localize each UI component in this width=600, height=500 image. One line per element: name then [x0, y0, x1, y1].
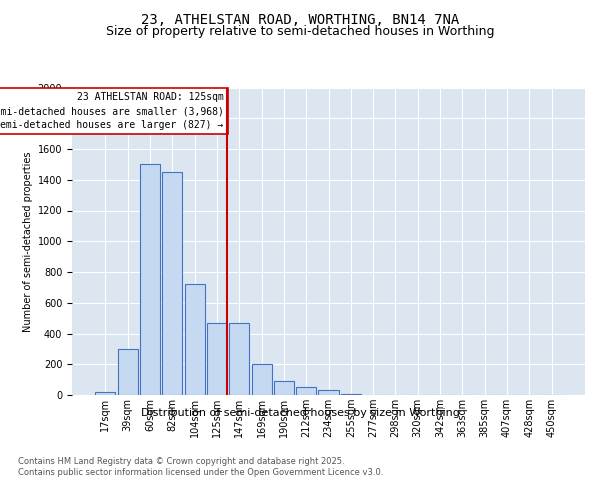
Bar — [251, 364, 272, 395]
Bar — [207, 322, 227, 395]
Bar — [140, 164, 160, 395]
Bar — [162, 172, 182, 395]
Text: Size of property relative to semi-detached houses in Worthing: Size of property relative to semi-detach… — [106, 25, 494, 38]
Bar — [229, 322, 249, 395]
Bar — [319, 390, 338, 395]
Y-axis label: Number of semi-detached properties: Number of semi-detached properties — [23, 151, 34, 332]
Text: Distribution of semi-detached houses by size in Worthing: Distribution of semi-detached houses by … — [140, 408, 460, 418]
Text: 23 ATHELSTAN ROAD: 125sqm
← 82% of semi-detached houses are smaller (3,968)
17% : 23 ATHELSTAN ROAD: 125sqm ← 82% of semi-… — [0, 92, 224, 130]
Bar — [185, 284, 205, 395]
Bar — [118, 349, 138, 395]
Bar — [341, 394, 361, 395]
Bar — [95, 392, 115, 395]
Text: 23, ATHELSTAN ROAD, WORTHING, BN14 7NA: 23, ATHELSTAN ROAD, WORTHING, BN14 7NA — [141, 12, 459, 26]
Bar — [274, 381, 294, 395]
Bar — [296, 386, 316, 395]
Text: Contains HM Land Registry data © Crown copyright and database right 2025.
Contai: Contains HM Land Registry data © Crown c… — [18, 458, 383, 477]
